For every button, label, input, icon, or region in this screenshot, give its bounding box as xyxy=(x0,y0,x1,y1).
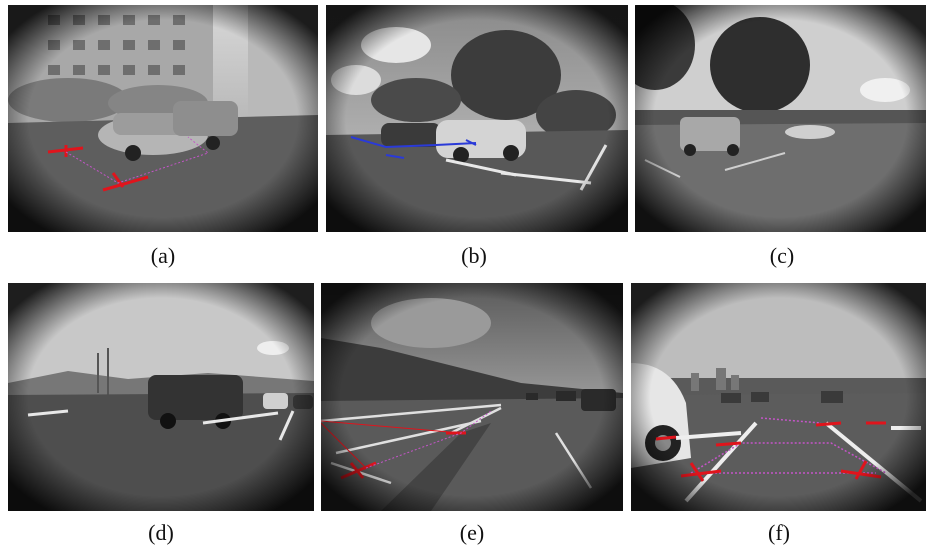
photo-panel-e xyxy=(321,283,623,511)
fisheye-photo-d xyxy=(8,283,314,511)
caption-d: (d) xyxy=(148,520,174,545)
fisheye-photo-b xyxy=(326,5,628,232)
caption-b: (b) xyxy=(461,243,487,268)
caption-f: (f) xyxy=(768,520,790,545)
photo-panel-a xyxy=(8,5,318,232)
photo-panel-d xyxy=(8,283,314,511)
caption-e: (e) xyxy=(459,520,485,545)
caption-a: (a) xyxy=(150,243,176,268)
fisheye-photo-c xyxy=(635,5,926,232)
fisheye-photo-a xyxy=(8,5,318,232)
photo-panel-b xyxy=(326,5,628,232)
caption-c: (c) xyxy=(769,243,795,268)
fisheye-photo-e xyxy=(321,283,623,511)
photo-panel-c xyxy=(635,5,926,232)
photo-panel-f xyxy=(631,283,926,511)
fisheye-photo-f xyxy=(631,283,926,511)
